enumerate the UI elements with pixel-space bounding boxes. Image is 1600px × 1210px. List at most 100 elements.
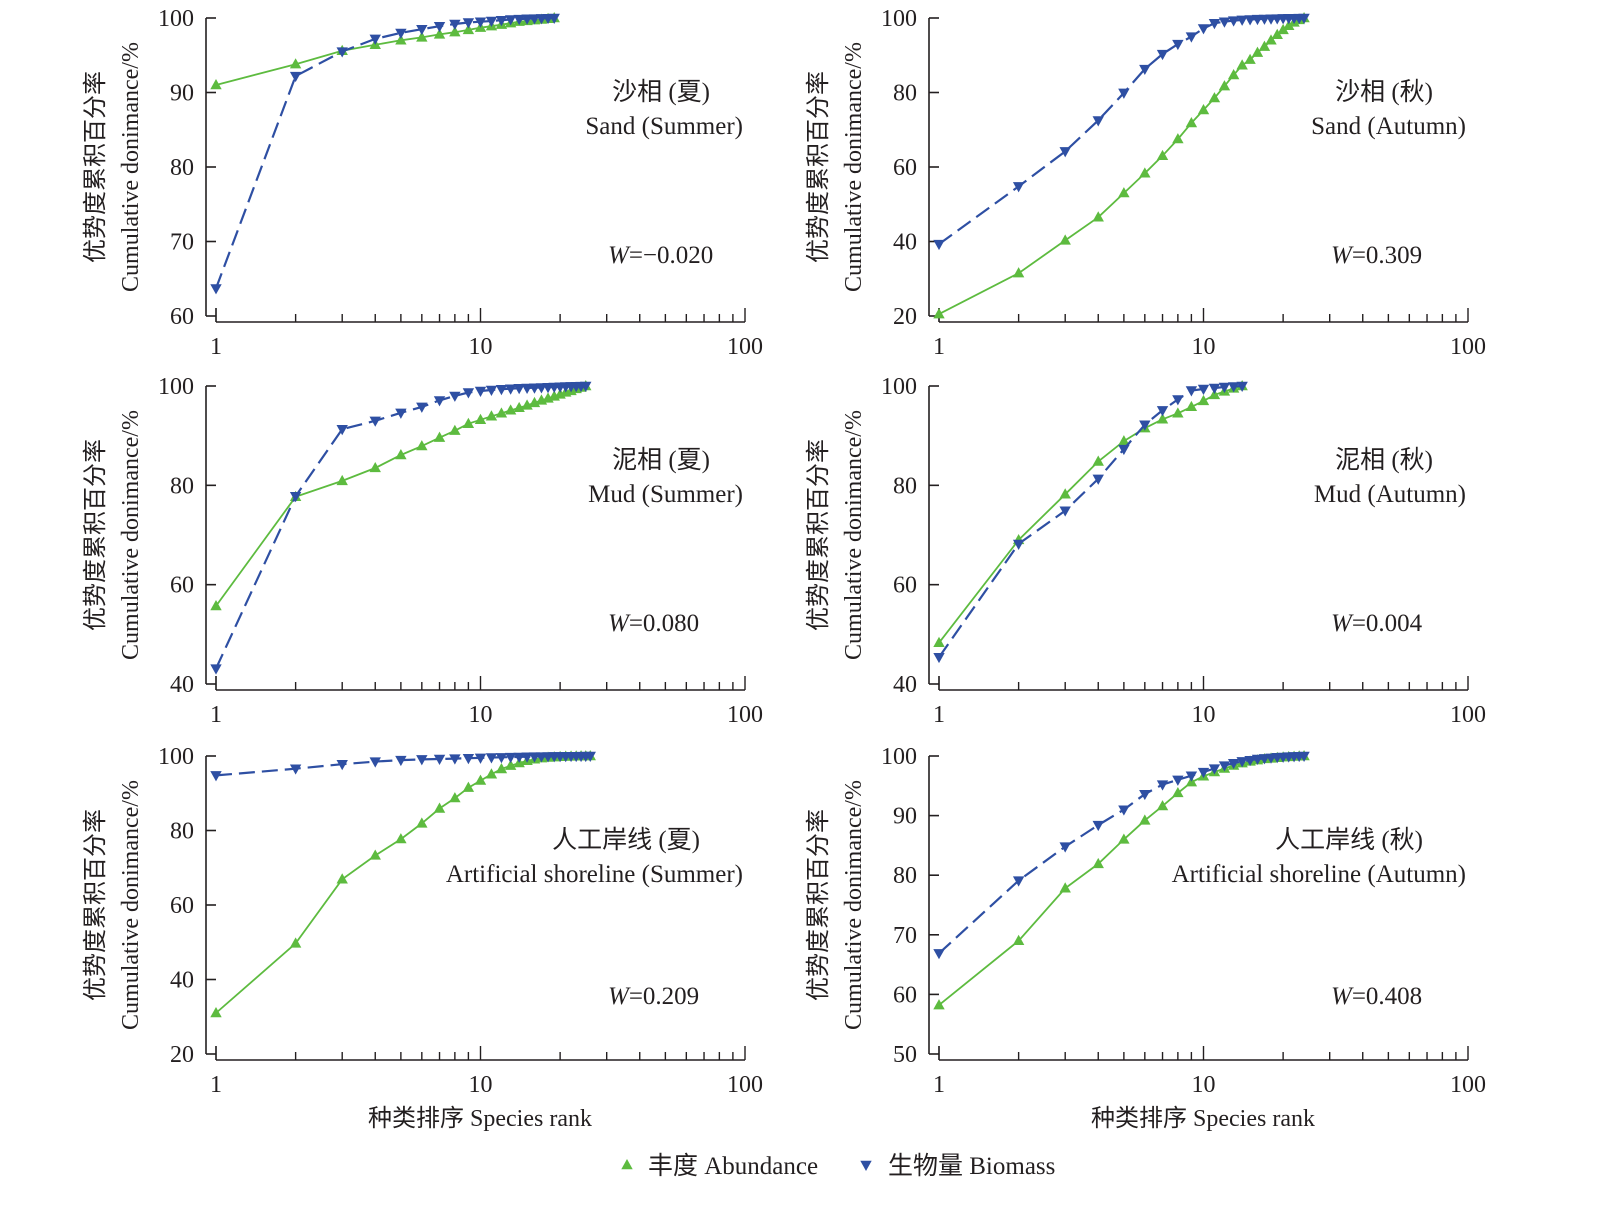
data-point-biomass (513, 14, 525, 26)
data-point-abundance (462, 23, 475, 35)
y-axis-title-en: Cumulative donimance/% (841, 780, 867, 1030)
legend-item-abundance: 丰度 Abundance (621, 1152, 818, 1180)
data-point-abundance (1156, 149, 1169, 161)
x-tick-label: 1 (210, 1072, 222, 1098)
w-statistic: W=−0.020 (608, 242, 713, 269)
data-point-abundance (1251, 46, 1264, 57)
data-point-biomass (1118, 805, 1130, 816)
data-point-biomass (548, 13, 560, 24)
data-point-abundance (449, 26, 461, 37)
y-tick-label: 100 (158, 374, 194, 400)
data-point-biomass (462, 18, 475, 29)
data-point-abundance (1197, 394, 1210, 406)
data-point-biomass (433, 21, 446, 33)
data-point-abundance (210, 1007, 222, 1018)
data-point-biomass (1185, 771, 1198, 782)
data-point-biomass (416, 24, 428, 36)
x-tick-label: 100 (727, 1072, 763, 1098)
w-statistic: W=0.309 (1331, 242, 1422, 269)
y-axis-title-zh: 优势度累积百分率 (805, 71, 832, 263)
x-tick-label: 100 (1450, 334, 1486, 360)
data-point-abundance (1092, 211, 1104, 222)
y-tick-label: 80 (170, 155, 194, 181)
data-point-abundance (433, 28, 446, 39)
w-symbol: W (1331, 610, 1354, 637)
data-point-biomass (521, 14, 533, 25)
data-point-biomass (1244, 755, 1256, 767)
panel-title-zh: 沙相 (夏) (612, 78, 710, 106)
data-point-biomass (1227, 16, 1240, 27)
data-point-biomass (1059, 842, 1071, 853)
data-point-abundance (395, 34, 407, 45)
data-point-abundance (474, 413, 487, 424)
data-point-biomass (521, 752, 533, 763)
data-point-biomass (289, 764, 302, 775)
y-tick-label: 100 (158, 744, 194, 770)
y-axis-title-en: Cumulative donimance/% (118, 42, 144, 292)
x-tick-label: 1 (210, 334, 222, 360)
data-point-biomass (1118, 444, 1130, 456)
w-statistic: W=0.408 (1331, 983, 1422, 1010)
y-tick-label: 70 (170, 230, 194, 256)
series-line-abundance (938, 385, 1243, 644)
x-tick-label: 100 (1450, 702, 1486, 728)
data-point-abundance (495, 763, 508, 774)
data-point-abundance (1059, 882, 1071, 893)
data-point-abundance (1139, 167, 1151, 178)
data-point-biomass (474, 386, 487, 397)
data-point-abundance (1208, 92, 1221, 103)
x-tick-label: 10 (1192, 702, 1216, 728)
data-point-biomass (1197, 24, 1210, 35)
data-point-abundance (1185, 117, 1198, 128)
data-point-biomass (1227, 758, 1240, 770)
data-point-biomass (336, 425, 348, 436)
y-axis-title-en: Cumulative donimance/% (841, 410, 867, 660)
data-point-biomass (1251, 754, 1264, 765)
panel-title-en: Artificial shoreline (Autumn) (1172, 861, 1466, 888)
data-point-biomass (289, 492, 302, 503)
w-symbol: W (608, 242, 631, 269)
x-axis-title: 种类排序 Species rank (368, 1105, 592, 1132)
y-axis-title-zh: 优势度累积百分率 (82, 809, 109, 1001)
panel-title-en: Sand (Summer) (585, 113, 743, 140)
data-point-abundance (433, 802, 446, 813)
data-point-biomass (1092, 474, 1104, 485)
y-tick-label: 80 (893, 863, 917, 889)
y-tick-label: 70 (893, 923, 917, 949)
data-point-abundance (1059, 488, 1071, 499)
data-point-biomass (521, 383, 533, 394)
data-point-abundance (210, 600, 222, 611)
data-point-abundance (1185, 400, 1198, 412)
panel-title-en: Mud (Summer) (588, 481, 743, 508)
data-point-biomass (449, 19, 461, 30)
data-point-abundance (1156, 800, 1169, 811)
data-point-abundance (1118, 833, 1130, 844)
y-tick-label: 100 (881, 6, 917, 32)
data-point-biomass (1298, 751, 1310, 762)
series-line-abundance (215, 385, 587, 607)
w-value: =−0.020 (629, 242, 713, 269)
data-point-abundance (1271, 28, 1283, 39)
panel-title-zh: 人工岸线 (夏) (552, 826, 700, 854)
data-point-biomass (1172, 39, 1184, 51)
data-point-abundance (485, 410, 498, 421)
data-point-abundance (289, 58, 302, 69)
data-point-abundance (449, 792, 461, 803)
chart-panel-4: 40 60 80 100 1 10 100 优势度累积百分率 Cumulative donima… (805, 374, 1486, 728)
data-point-biomass (1218, 17, 1231, 28)
data-point-biomass (1118, 88, 1130, 99)
data-point-abundance (1208, 388, 1221, 400)
x-tick-label: 1 (210, 702, 222, 728)
data-point-biomass (485, 753, 498, 764)
data-point-biomass (933, 949, 945, 960)
x-tick-label: 10 (469, 1072, 493, 1098)
data-point-biomass (1208, 764, 1221, 775)
data-point-abundance (1092, 857, 1104, 869)
data-point-abundance (1118, 435, 1130, 446)
x-tick-label: 1 (933, 702, 945, 728)
x-tick-label: 100 (727, 334, 763, 360)
x-tick-label: 10 (469, 334, 493, 360)
data-point-abundance (1172, 407, 1184, 418)
data-point-abundance (416, 817, 428, 828)
